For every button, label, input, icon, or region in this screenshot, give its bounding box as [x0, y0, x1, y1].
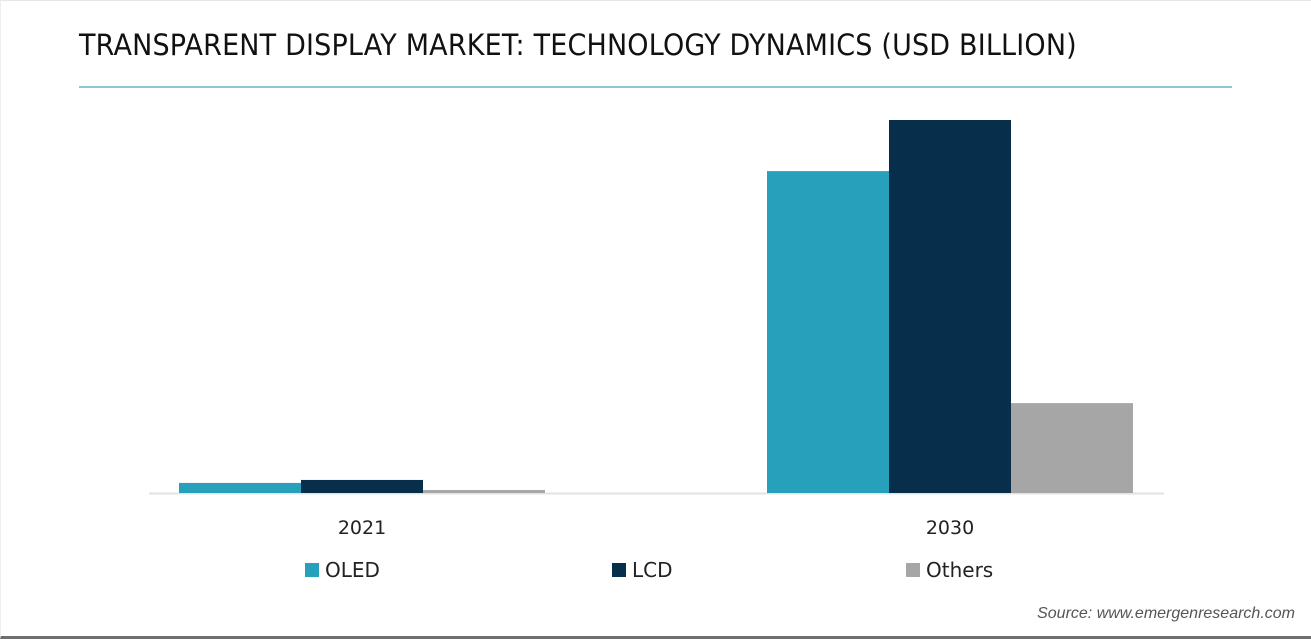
bar-others-2021 [423, 490, 545, 493]
legend-item-others: Others [906, 558, 993, 582]
legend: OLED LCD Others [0, 558, 1311, 584]
legend-swatch-lcd [612, 563, 626, 577]
bar-lcd-2030 [889, 120, 1011, 493]
legend-swatch-oled [305, 563, 319, 577]
bar-oled-2030 [767, 171, 889, 493]
bars-group [179, 120, 1133, 493]
x-tick-label-2030: 2030 [926, 517, 974, 539]
bar-lcd-2021 [301, 479, 423, 493]
legend-item-oled: OLED [305, 558, 380, 582]
bar-others-2030 [1011, 403, 1133, 493]
legend-label-others: Others [926, 558, 994, 582]
legend-label-oled: OLED [325, 558, 380, 582]
legend-item-lcd: LCD [612, 558, 673, 582]
bar-oled-2021 [179, 482, 301, 493]
x-tick-label-2021: 2021 [338, 517, 386, 539]
chart-title: TRANSPARENT DISPLAY MARKET: TECHNOLOGY D… [79, 28, 1077, 62]
x-tick-labels: 2021 2030 [338, 517, 974, 539]
title-divider [79, 86, 1232, 88]
source-note: Source: www.emergenresearch.com [1037, 605, 1295, 622]
legend-label-lcd: LCD [632, 558, 673, 582]
legend-swatch-others [906, 563, 920, 577]
